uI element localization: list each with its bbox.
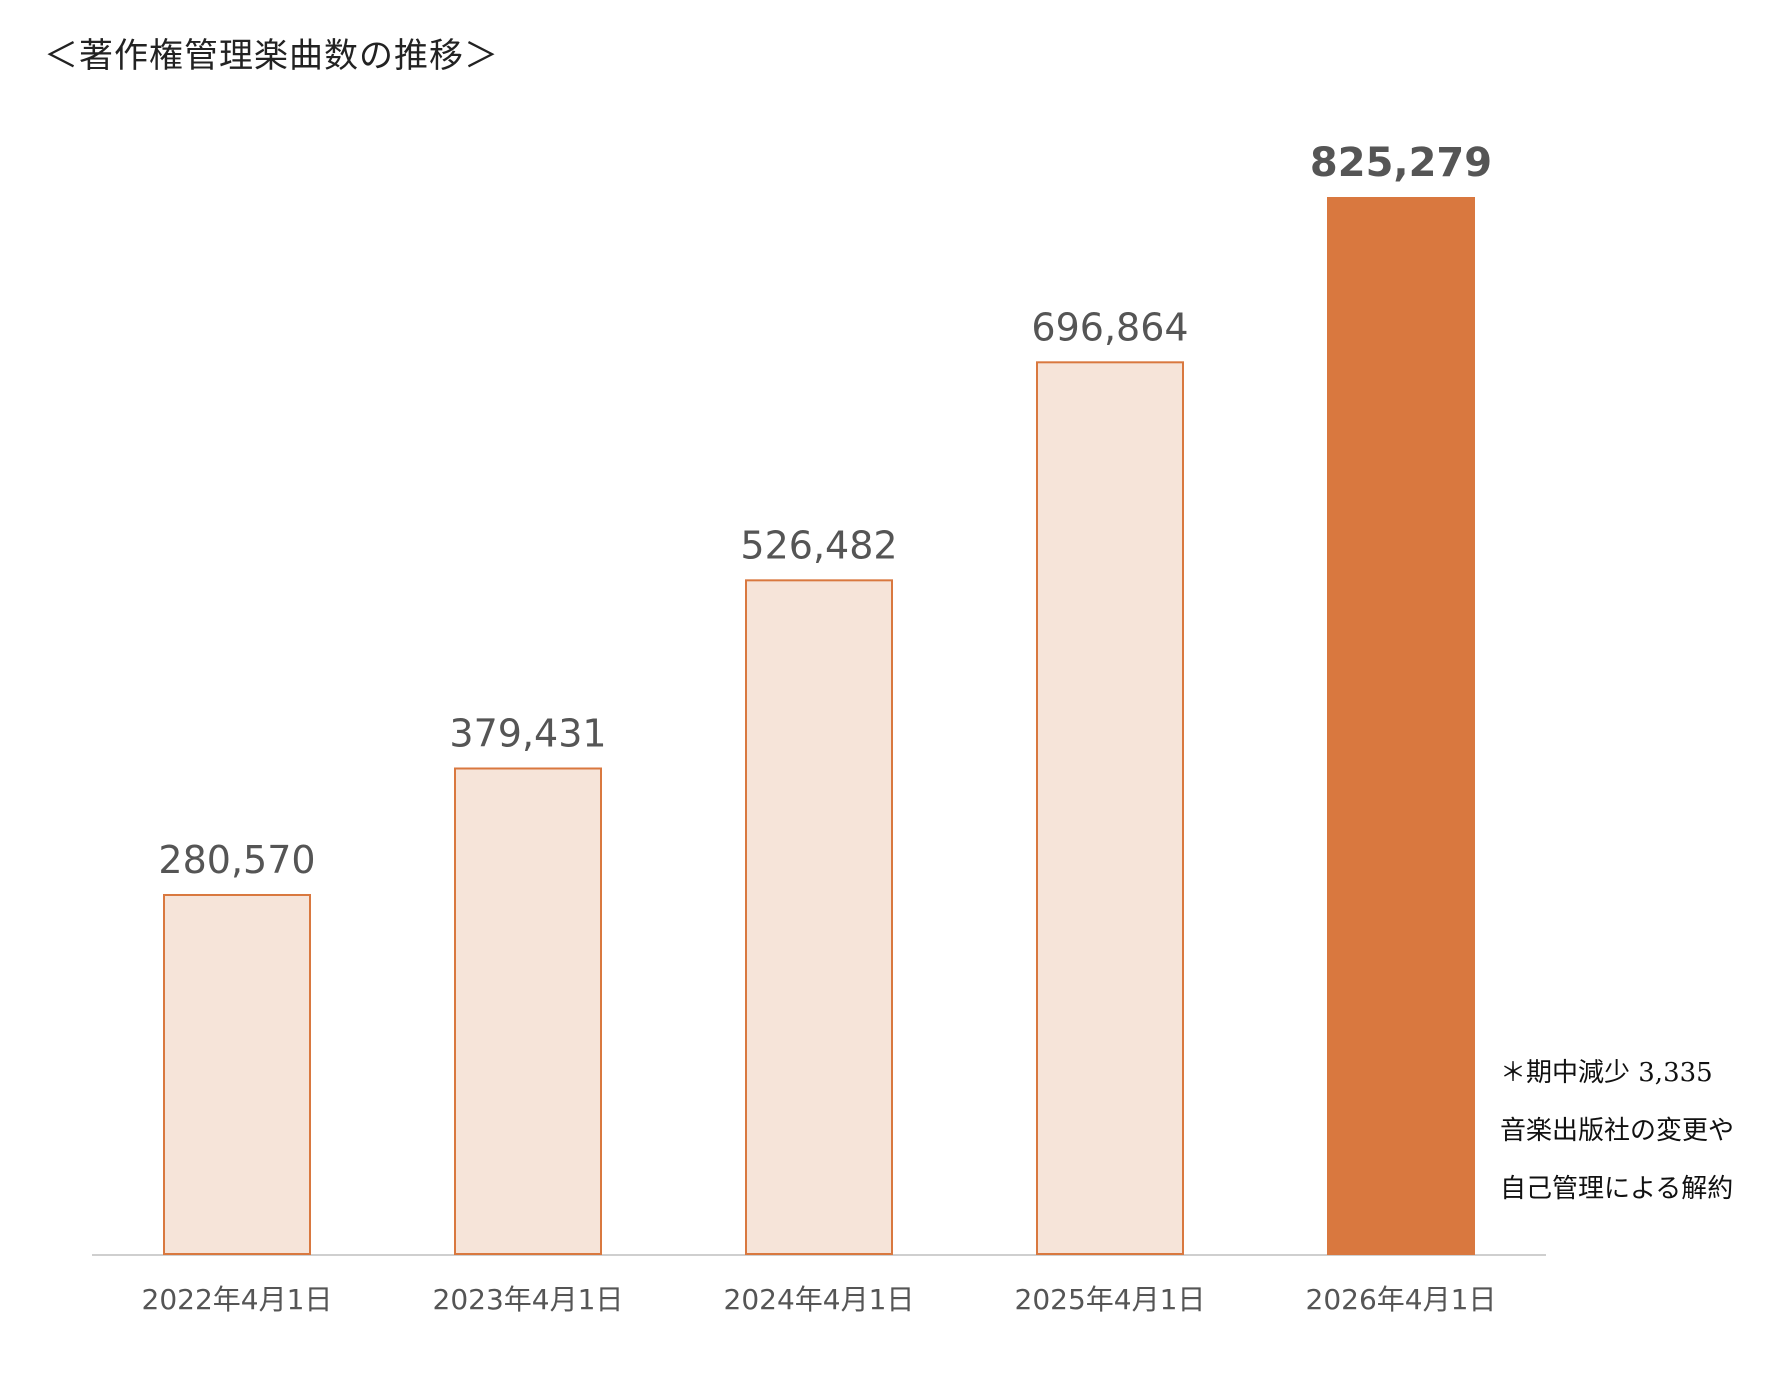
- note-line-3: 自己管理による解約: [1500, 1174, 1734, 1204]
- x-tick-label-5: 2026年4月1日: [1306, 1283, 1497, 1316]
- bar-2: [454, 767, 602, 1255]
- data-label-4: 696,864: [1031, 305, 1188, 349]
- data-label-2: 379,431: [449, 711, 606, 755]
- x-tick-label-2: 2023年4月1日: [433, 1283, 624, 1316]
- x-tick-label-1: 2022年4月1日: [142, 1283, 333, 1316]
- chart-title: ＜著作権管理楽曲数の推移＞: [44, 36, 499, 76]
- data-label-3: 526,482: [740, 523, 897, 567]
- bar-5: [1327, 197, 1475, 1255]
- data-label-1: 280,570: [158, 838, 315, 882]
- x-tick-label-4: 2025年4月1日: [1015, 1283, 1206, 1316]
- note-line-1: ＊期中減少 3,335: [1500, 1058, 1713, 1088]
- bar-4: [1036, 361, 1184, 1256]
- bar-3: [745, 579, 893, 1255]
- bar-1: [163, 893, 311, 1255]
- x-tick-label-3: 2024年4月1日: [724, 1283, 915, 1316]
- note-line-2: 音楽出版社の変更や: [1500, 1116, 1735, 1146]
- data-label-5: 825,279: [1310, 140, 1492, 186]
